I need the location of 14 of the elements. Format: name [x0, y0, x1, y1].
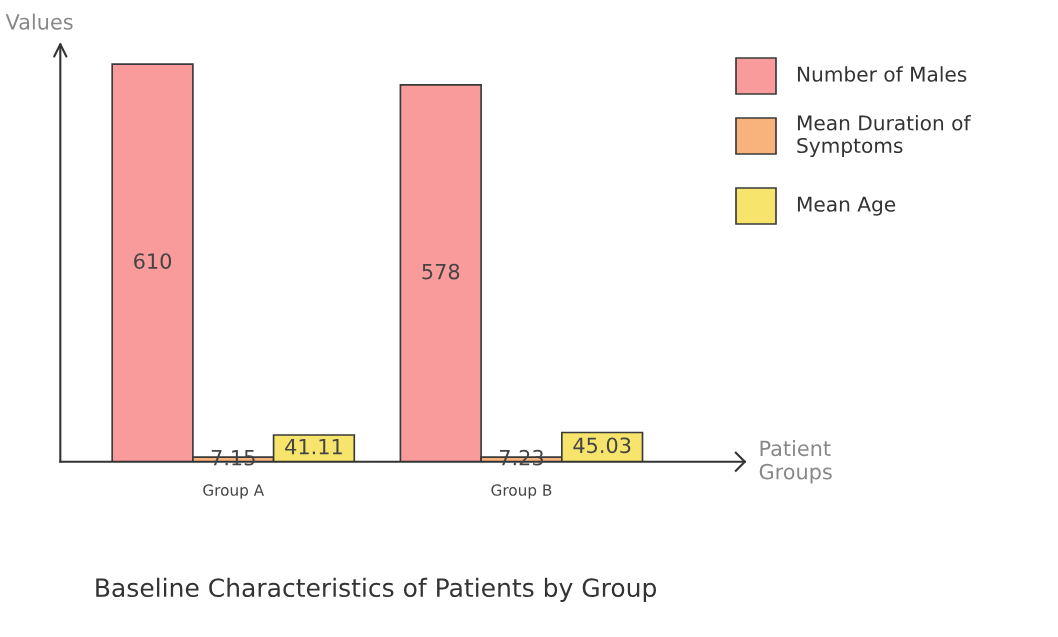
data-label: 7.15 [211, 450, 255, 466]
text: Baseline Characteristics of Patients by Group [96, 577, 657, 602]
x-tick-label: Group A [203, 484, 265, 499]
data-label: 45.03 [573, 437, 631, 454]
data-label: 578 [422, 263, 460, 280]
data-label: 610 [134, 253, 172, 269]
legend-label: Number of Males [797, 66, 967, 82]
y-axis-title: Values [5, 13, 73, 30]
legend-label: Mean Duration of Symptoms [797, 114, 971, 158]
legend-label: Mean Age [797, 196, 896, 216]
x-tick-label: Group B [491, 484, 552, 499]
data-label: 7.23 [499, 449, 543, 466]
data-label: 41.11 [285, 438, 342, 455]
x-axis-title: Patient Groups [759, 440, 832, 484]
